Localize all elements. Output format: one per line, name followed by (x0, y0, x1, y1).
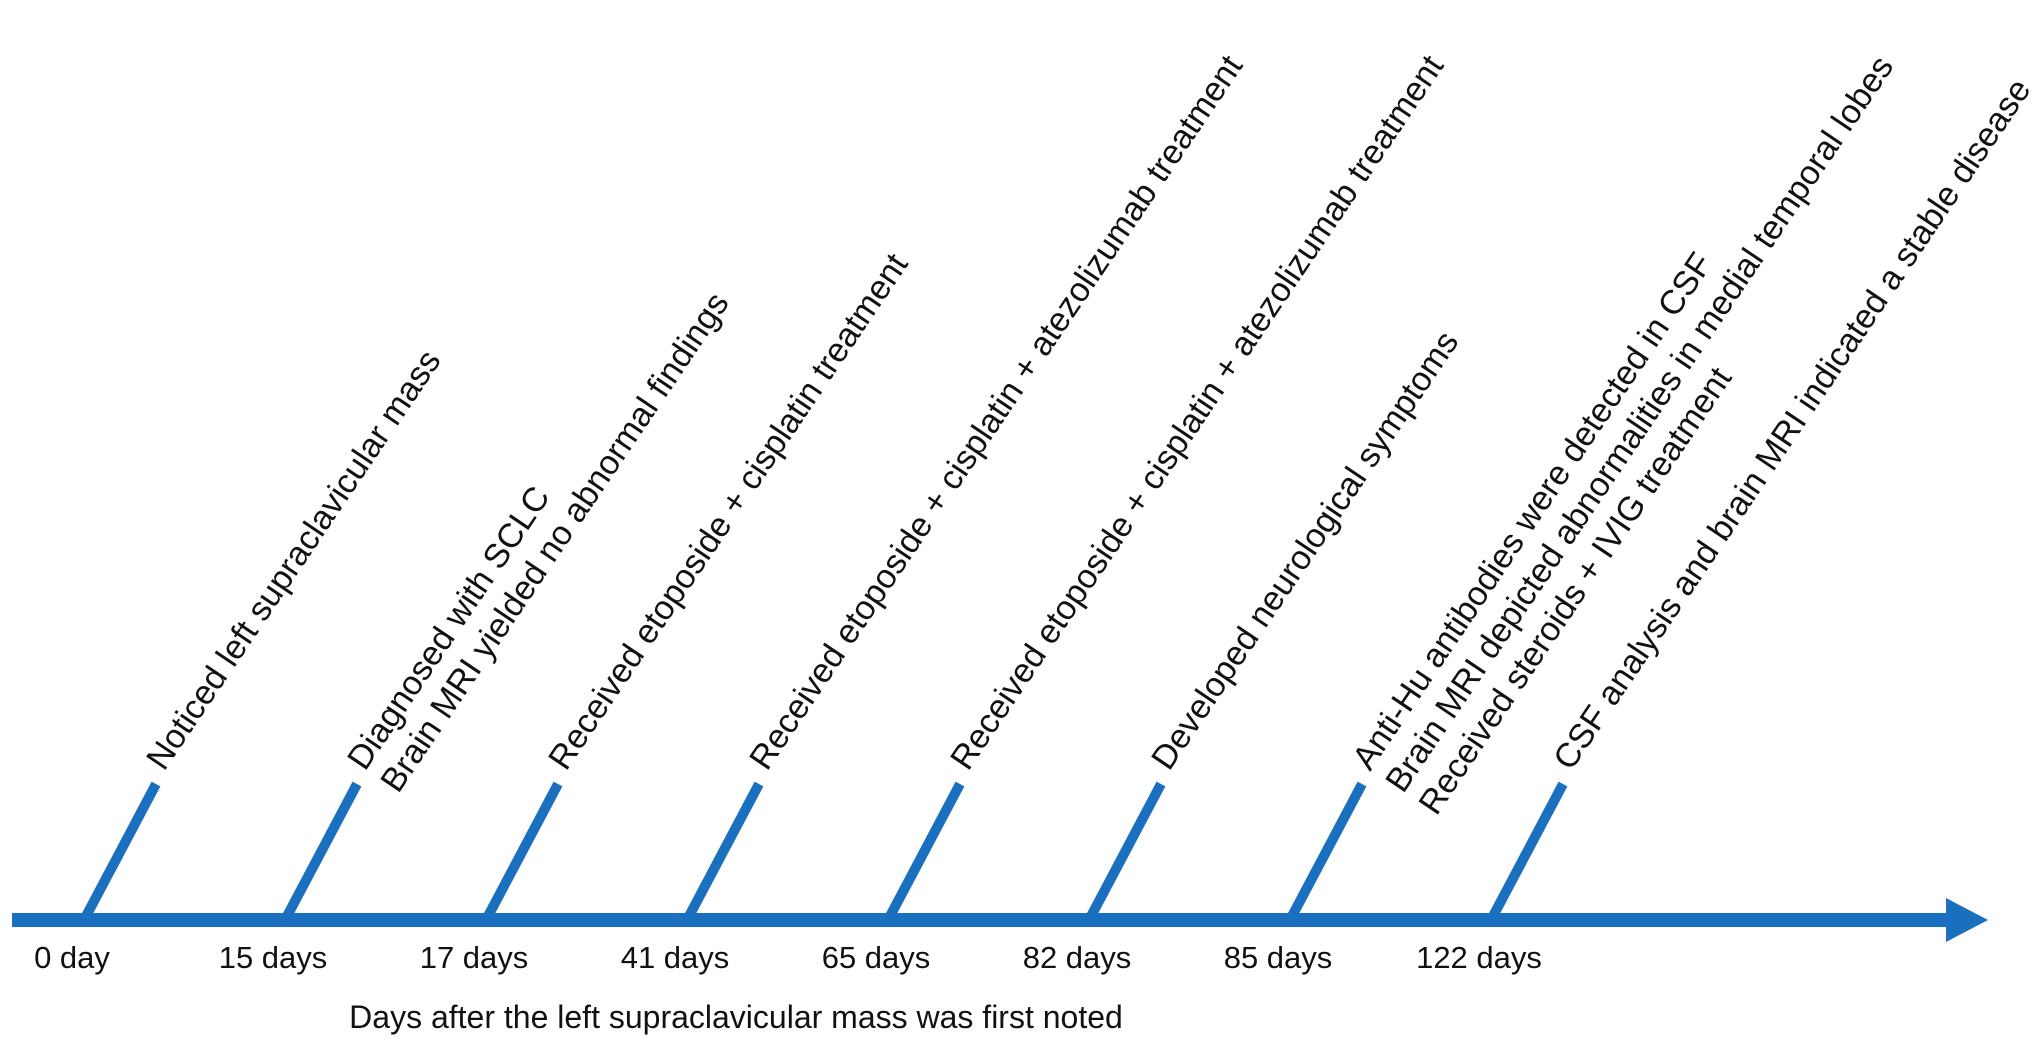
day-label: 17 days (420, 940, 529, 975)
day-label: 0 day (34, 940, 110, 975)
day-label: 122 days (1416, 940, 1542, 975)
event-description: Anti-Hu antibodies were detected in CSFB… (1345, 27, 1934, 822)
day-label: 65 days (822, 940, 931, 975)
event-stem (883, 781, 965, 923)
day-label: 85 days (1224, 940, 1333, 975)
event-stem (1486, 781, 1568, 923)
event-stem (280, 781, 362, 923)
event-description: Diagnosed with SCLCBrain MRI yielded no … (340, 263, 737, 799)
event-description-line: Brain MRI depicted abnormalities in medi… (1378, 49, 1901, 799)
event-stem (682, 781, 764, 923)
axis-title: Days after the left supraclavicular mass… (349, 999, 1123, 1035)
timeline-axis (12, 898, 1988, 942)
event-stem (1084, 781, 1166, 923)
day-label: 15 days (219, 940, 328, 975)
timeline-arrowhead-icon (1946, 898, 1988, 942)
event-description-line: Anti-Hu antibodies were detected in CSF (1345, 246, 1720, 776)
event-stem (79, 781, 161, 923)
event-stem (1285, 781, 1367, 923)
day-label: 41 days (621, 940, 730, 975)
event-stem (481, 781, 563, 923)
day-label: 82 days (1023, 940, 1132, 975)
